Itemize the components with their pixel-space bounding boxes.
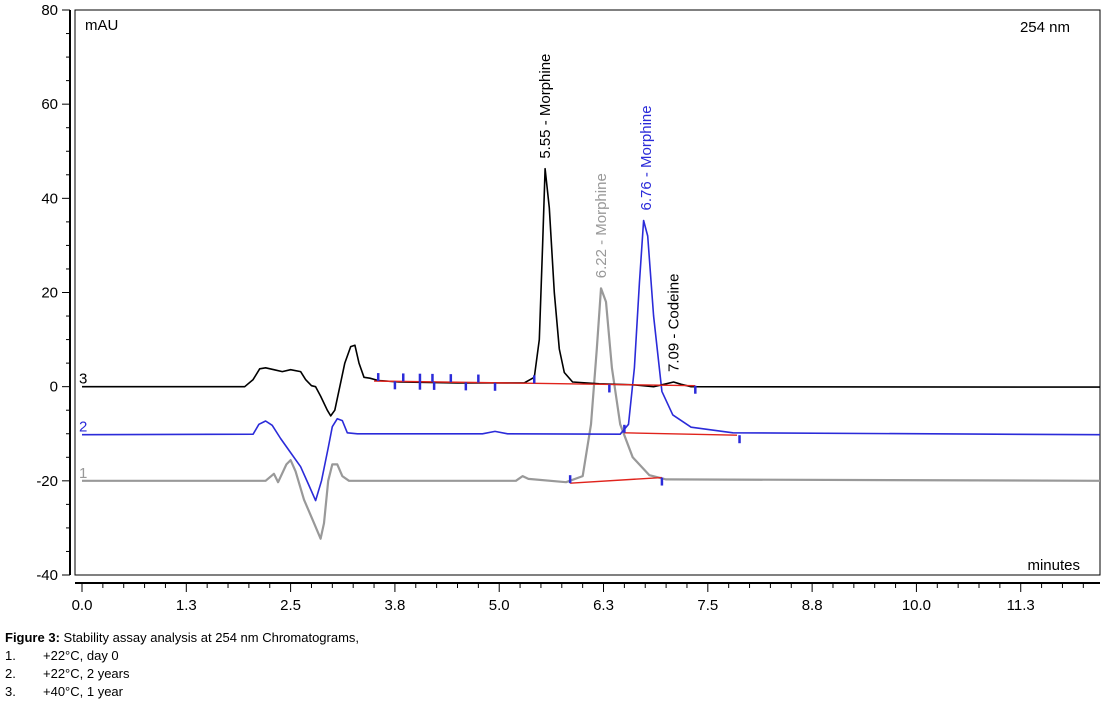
caption-title: Figure 3: Stability assay analysis at 25… bbox=[5, 629, 359, 647]
y-tick-label: 80 bbox=[41, 2, 58, 19]
wavelength-label: 254 nm bbox=[1020, 19, 1070, 36]
caption-item: 1. +22°C, day 0 bbox=[5, 647, 359, 665]
x-tick-label: 10.0 bbox=[902, 597, 931, 614]
caption-item: 3. +40°C, 1 year bbox=[5, 683, 359, 701]
x-tick-label: 6.3 bbox=[593, 597, 614, 614]
peak-labels: 6.22 - Morphine 6.76 - Morphine 5.55 - Mor… bbox=[537, 54, 683, 372]
x-tick-label: 8.8 bbox=[802, 597, 823, 614]
peak-label: 5.55 - Morphine bbox=[537, 54, 554, 159]
x-tick-label: 11.3 bbox=[1007, 597, 1035, 614]
trace-2 bbox=[81, 219, 1101, 502]
trace-number-label: 1 bbox=[79, 465, 87, 482]
caption-item-text: +22°C, day 0 bbox=[43, 648, 119, 663]
figure-caption: Figure 3: Stability assay analysis at 25… bbox=[5, 629, 359, 701]
plot-frame bbox=[74, 9, 1101, 576]
x-axis-ticks: 0.0 1.3 2.5 3.8 5.0 6.3 7.5 8.8 10.0 11.3 bbox=[72, 583, 1084, 614]
y-axis-ticks: -40 -20 0 20 40 60 80 bbox=[36, 2, 70, 584]
peak-label: 6.22 - Morphine bbox=[593, 173, 610, 278]
trace-1 bbox=[82, 287, 1101, 540]
y-tick-label: 40 bbox=[41, 190, 58, 207]
trace-number-label: 2 bbox=[79, 419, 87, 436]
x-axis-label: minutes bbox=[1027, 557, 1080, 574]
peak-label: 6.76 - Morphine bbox=[638, 105, 655, 210]
caption-item-number: 2. bbox=[5, 666, 16, 681]
integration-baseline bbox=[624, 432, 738, 436]
x-tick-label: 1.3 bbox=[176, 597, 197, 614]
caption-item-text: +40°C, 1 year bbox=[43, 684, 123, 699]
chromatogram-chart: -40 -20 0 20 40 60 80 0.0 1.3 2.5 3.8 5.0 6.3 7.5 8.8… bbox=[36, 2, 1101, 614]
caption-item-number: 1. bbox=[5, 648, 16, 663]
caption-item: 2. +22°C, 2 years bbox=[5, 665, 359, 683]
peak-label: 7.09 - Codeine bbox=[666, 274, 683, 372]
trace-3 bbox=[82, 167, 1101, 417]
x-tick-label: 2.5 bbox=[280, 597, 301, 614]
x-tick-label: 7.5 bbox=[697, 597, 718, 614]
integration-baseline bbox=[374, 380, 696, 387]
caption-item-number: 3. bbox=[5, 684, 16, 699]
y-tick-label: 60 bbox=[41, 96, 58, 113]
y-tick-label: 0 bbox=[50, 379, 58, 396]
y-tick-label: 20 bbox=[41, 285, 58, 302]
x-tick-label: 5.0 bbox=[489, 597, 510, 614]
y-tick-label: -40 bbox=[36, 567, 58, 584]
y-axis-unit-label: mAU bbox=[85, 17, 118, 34]
caption-item-text: +22°C, 2 years bbox=[43, 666, 130, 681]
x-tick-label: 0.0 bbox=[72, 597, 93, 614]
caption-text: Stability assay analysis at 254 nm Chrom… bbox=[59, 630, 360, 645]
chromatogram-traces: 1 2 3 bbox=[79, 167, 1101, 540]
trace-number-label: 3 bbox=[79, 371, 87, 388]
caption-label: Figure 3: bbox=[5, 630, 60, 645]
x-tick-label: 3.8 bbox=[384, 597, 405, 614]
y-tick-label: -20 bbox=[36, 473, 58, 490]
integration-baseline bbox=[570, 476, 662, 484]
